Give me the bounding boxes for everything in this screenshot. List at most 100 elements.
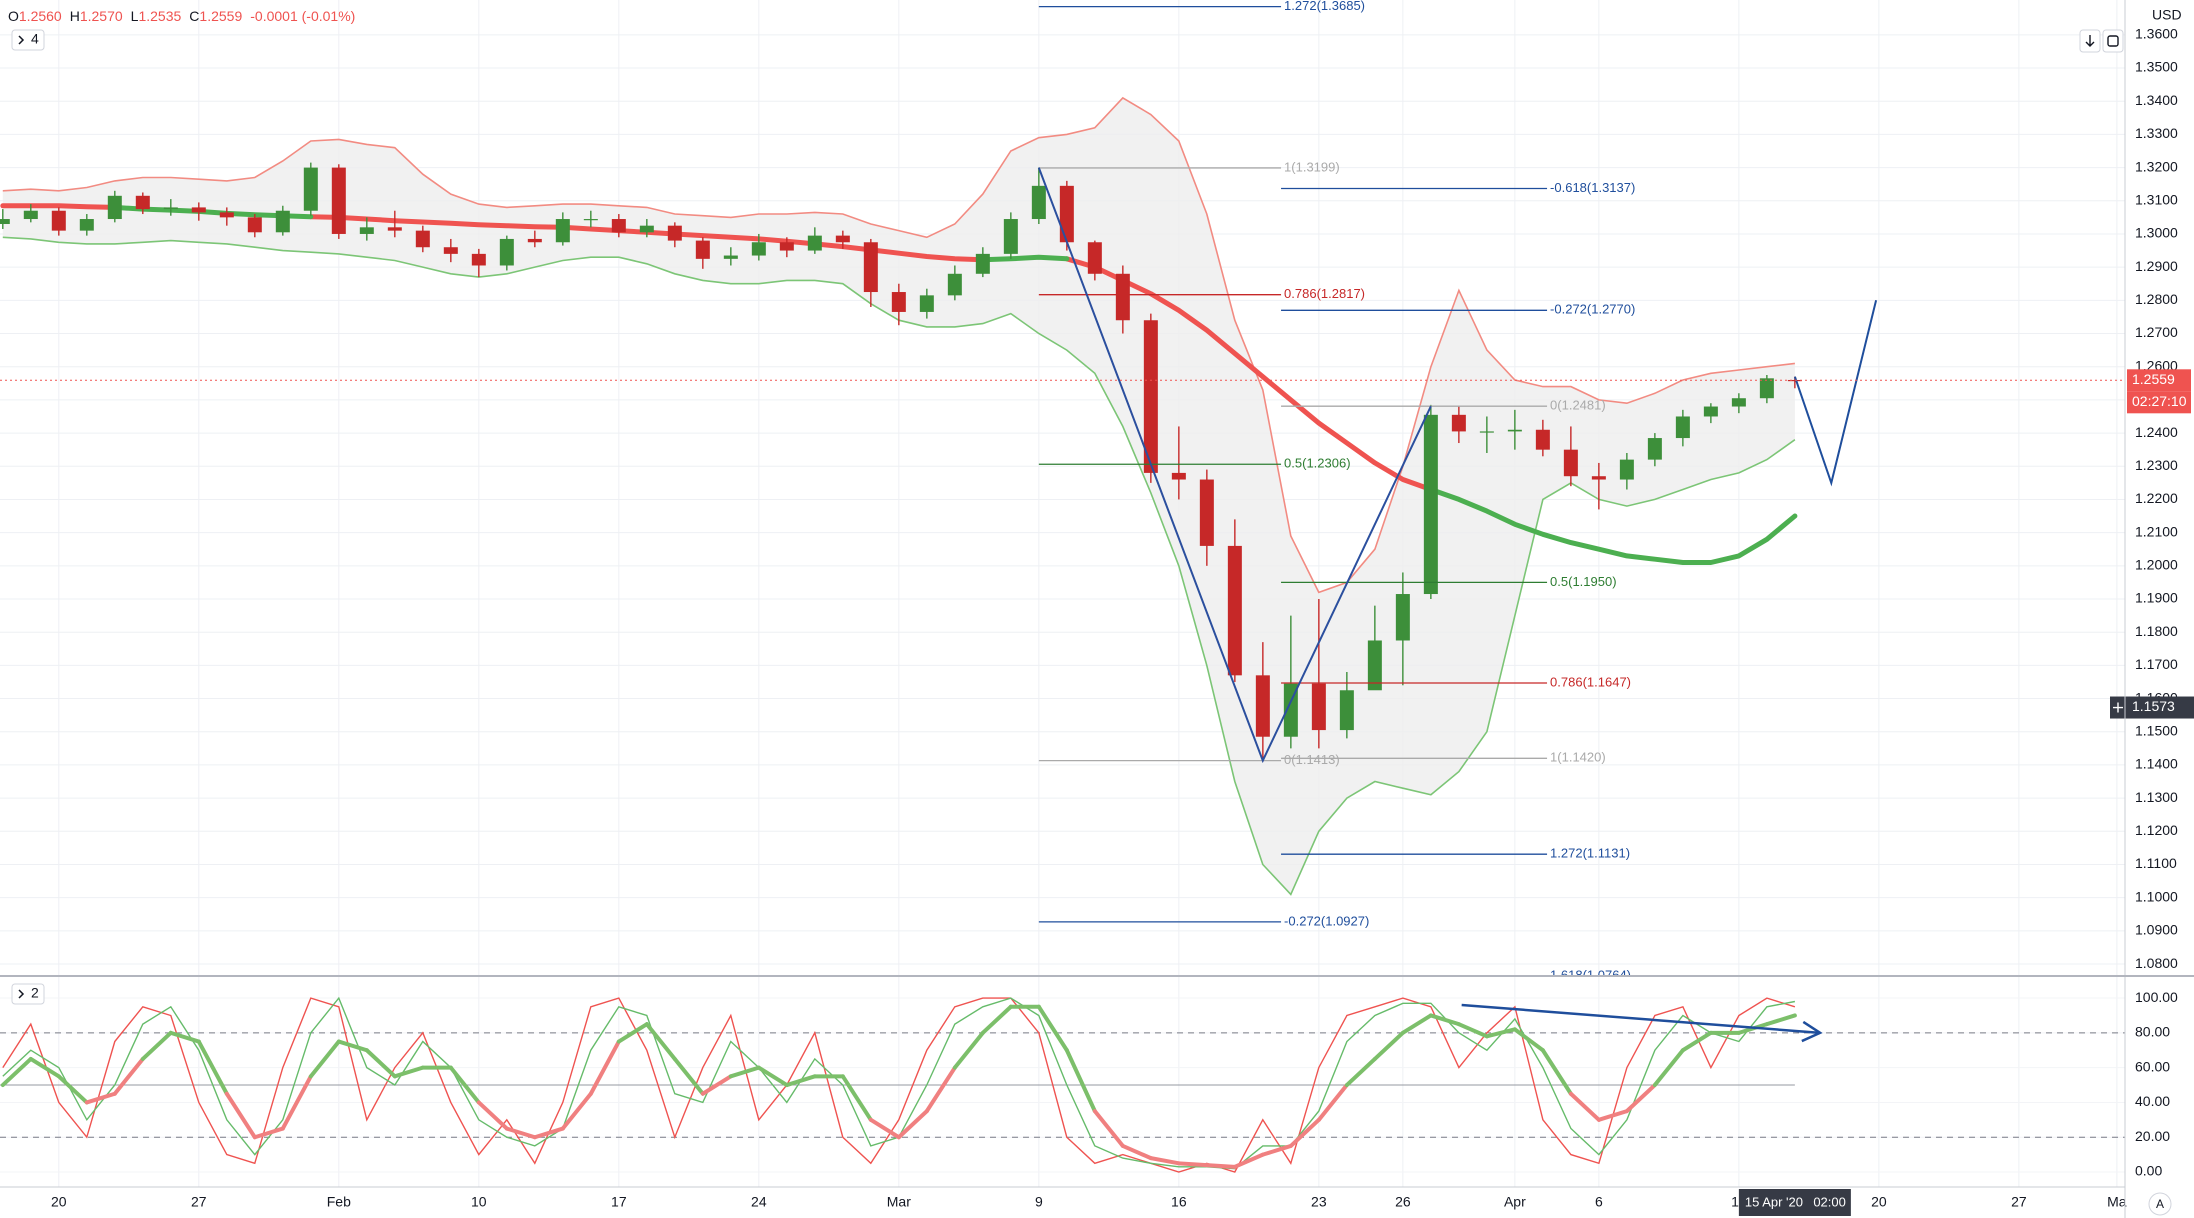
signal-segment: [1092, 1109, 1125, 1148]
candle-body: [863, 242, 878, 293]
ohlc-key: H: [70, 8, 80, 24]
signal-segment: [1568, 1091, 1601, 1122]
signal-segment: [644, 1022, 677, 1061]
y-tick-label: 1.1700: [2135, 656, 2178, 672]
y-tick-label: 1.3500: [2135, 59, 2178, 75]
signal-segment: [448, 1065, 481, 1105]
candle-body: [1143, 320, 1158, 473]
fib-label: 0.5(1.1950): [1550, 574, 1617, 589]
candle-body: [1115, 273, 1130, 321]
candle-body: [807, 235, 822, 251]
fib-label: -0.618(1.3137): [1550, 180, 1635, 195]
candle-body: [1311, 683, 1326, 731]
candle-body: [1563, 449, 1578, 477]
signal-segment: [1232, 1152, 1265, 1169]
candle-body: [975, 253, 990, 274]
toggle-box[interactable]: [11, 983, 45, 1005]
candle-body: [79, 219, 94, 231]
candle-body: [331, 167, 346, 234]
candle-body: [639, 225, 654, 233]
button-circle[interactable]: [2148, 1192, 2172, 1216]
signal-segment: [364, 1048, 397, 1079]
y-tick-label: 1.3300: [2135, 125, 2178, 141]
button-box[interactable]: [2102, 29, 2124, 53]
pane-toggle-label: 4: [31, 31, 39, 47]
maximize-button[interactable]: [2102, 29, 2124, 53]
ohlc-change: -0.0001 (-0.01%): [250, 8, 355, 24]
x-tick-label: 9: [1035, 1194, 1043, 1210]
y-tick-label: 1.2200: [2135, 490, 2178, 506]
candle-body: [135, 195, 150, 210]
signal-segment: [1316, 1083, 1349, 1122]
y-tick-label: 1.3600: [2135, 26, 2178, 42]
candle-body: [247, 217, 262, 233]
toggle-box[interactable]: [11, 29, 45, 51]
fib-label: 0.786(1.2817): [1284, 286, 1365, 301]
y-tick-label: 40.00: [2135, 1093, 2170, 1109]
signal-segment: [252, 1126, 285, 1140]
x-tick-label: 26: [1395, 1194, 1411, 1210]
y-tick-label: 1.3100: [2135, 191, 2178, 207]
candle-body: [583, 219, 598, 221]
download-icon: [2085, 35, 2095, 47]
pane-toggle-label: 2: [31, 985, 39, 1001]
signal-segment: [1148, 1156, 1181, 1166]
countdown-label: 02:27:10: [2132, 393, 2187, 409]
signal-segment: [672, 1056, 705, 1096]
candle-body: [1227, 545, 1242, 676]
crosshair-price-box: [2110, 696, 2194, 719]
signal-segment: [56, 1074, 89, 1105]
signal-segment: [392, 1065, 425, 1079]
download-button[interactable]: [2079, 29, 2101, 53]
fib-label: 1.272(1.1131): [1550, 846, 1630, 861]
x-tick-label: 20: [1871, 1194, 1887, 1210]
signal-segment: [1428, 1013, 1461, 1027]
y-tick-label: 1.2300: [2135, 457, 2178, 473]
signal-segment: [196, 1039, 229, 1096]
ohlc-value: 1.2535: [138, 8, 181, 24]
signal-segment: [1204, 1163, 1237, 1169]
ohlc-value: 1.2559: [199, 8, 242, 24]
arrow-head: [1801, 1020, 1823, 1043]
signal-segment: [784, 1074, 817, 1088]
candle-body: [1535, 429, 1550, 450]
candle-body: [415, 230, 430, 248]
y-tick-label: 1.1400: [2135, 756, 2178, 772]
signal-segment: [140, 1030, 173, 1061]
signal-segment: [1120, 1143, 1153, 1161]
candle-body: [51, 210, 66, 231]
auto-scale-button[interactable]: A: [2148, 1192, 2172, 1216]
candle-body: [275, 210, 290, 233]
y-tick-label: 1.3200: [2135, 158, 2178, 174]
y-tick-label: 1.3000: [2135, 225, 2178, 241]
y-tick-label: 1.1100: [2135, 855, 2177, 871]
y-tick-label: 1.1200: [2135, 822, 2178, 838]
crosshair-time-date: 15 Apr '20: [1745, 1194, 1803, 1209]
x-tick-label: Apr: [1504, 1194, 1526, 1210]
candle-body: [723, 255, 738, 259]
candle-body: [1395, 594, 1410, 641]
signal-segment: [1456, 1022, 1489, 1039]
signal-segment: [840, 1074, 873, 1122]
pane-toggle[interactable]: 4: [11, 29, 45, 51]
last-price-box: [2127, 369, 2191, 392]
candle-body: [527, 238, 542, 243]
signal-segment: [1176, 1161, 1209, 1168]
signal-segment: [1652, 1048, 1685, 1088]
candle-body: [1031, 185, 1046, 220]
signal-segment: [700, 1074, 733, 1096]
fib-label: 1(1.1420): [1550, 750, 1606, 765]
stoch-toggle[interactable]: 2: [11, 983, 45, 1005]
signal-segment: [112, 1056, 145, 1096]
ohlc-value: 1.2570: [80, 8, 123, 24]
candle-body: [1199, 479, 1214, 546]
y-tick-label: 20.00: [2135, 1128, 2170, 1144]
x-tick-label: 24: [751, 1194, 767, 1210]
currency-label: USD: [2152, 7, 2182, 23]
x-tick-label: 20: [51, 1194, 67, 1210]
signal-segment: [1596, 1109, 1629, 1122]
stoch-pane: [0, 996, 2125, 1173]
fib-label: 0.5(1.2306): [1284, 456, 1351, 471]
y-tick-label: 1.1300: [2135, 789, 2178, 805]
